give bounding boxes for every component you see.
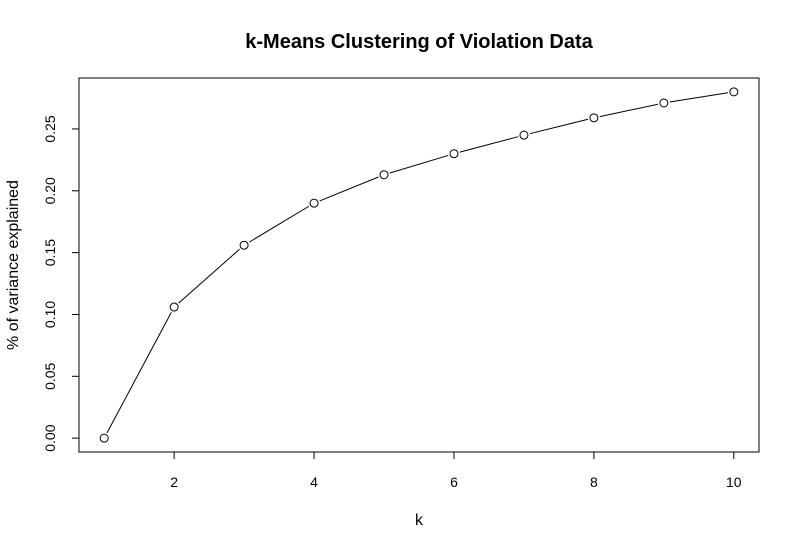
data-point: [589, 113, 599, 123]
y-tick-label: 0.25: [42, 115, 58, 142]
y-tick-label: 0.10: [42, 301, 58, 328]
x-tick-label: 2: [170, 474, 178, 490]
data-point: [449, 149, 459, 159]
y-axis: 0.00 0.05 0.10 0.15 0.20 0.25: [42, 115, 80, 452]
data-point: [169, 302, 179, 312]
x-tick-label: 10: [726, 474, 742, 490]
data-series: [99, 87, 739, 443]
x-axis: 2 4 6 8 10: [170, 451, 742, 490]
data-point: [99, 433, 109, 443]
chart-title: k-Means Clustering of Violation Data: [245, 31, 593, 53]
y-tick-label: 0.20: [42, 177, 58, 204]
y-tick-label: 0.05: [42, 362, 58, 389]
series-segment: [178, 248, 240, 304]
x-axis-label: k: [415, 512, 424, 529]
series-segment: [599, 103, 659, 118]
series-segment: [248, 205, 310, 243]
series-segment: [319, 176, 379, 202]
x-tick-label: 6: [450, 474, 458, 490]
data-point: [729, 87, 739, 97]
data-point: [519, 130, 529, 140]
data-point: [309, 198, 319, 208]
x-tick-label: 8: [590, 474, 598, 490]
x-tick-label: 4: [310, 474, 318, 490]
series-segment: [459, 136, 519, 153]
series-segment: [529, 118, 589, 135]
series-segment: [669, 92, 728, 103]
y-tick-label: 0.15: [42, 239, 58, 266]
series-segment: [106, 312, 172, 434]
y-axis-label: % of variance explained: [5, 180, 22, 350]
y-tick-label: 0.00: [42, 424, 58, 451]
data-point: [379, 170, 389, 180]
series-segment: [389, 154, 449, 174]
data-point: [239, 240, 249, 250]
data-point: [659, 98, 669, 108]
